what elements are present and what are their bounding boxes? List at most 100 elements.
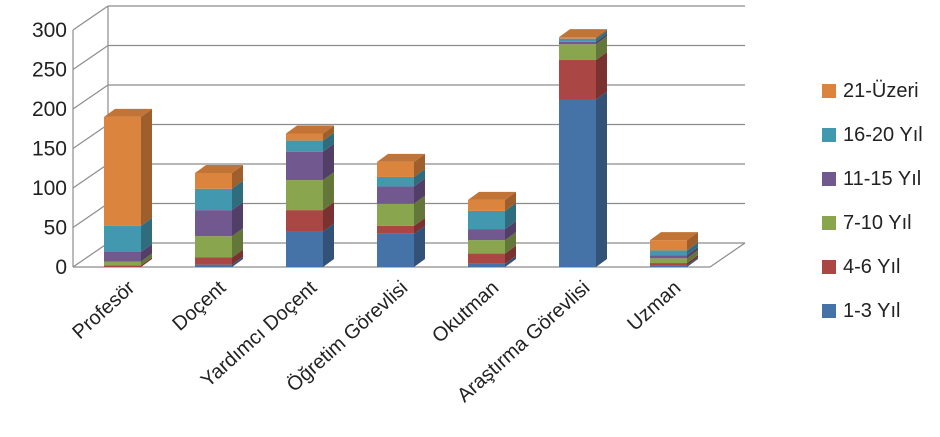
bar-segment (650, 240, 687, 251)
bar-segment (377, 203, 414, 226)
bar-segment (650, 265, 687, 267)
bar-segment-side (323, 132, 334, 152)
bar-segment (286, 151, 323, 181)
bar-segment (377, 186, 414, 204)
y-tick-label: 50 (44, 217, 67, 240)
bar-segment-side (141, 217, 152, 252)
bar-segment-side (141, 253, 152, 266)
legend-swatch (822, 84, 836, 98)
bar-segment-top (468, 191, 516, 200)
bar-segment-side (687, 242, 698, 256)
bar-segment (468, 199, 505, 211)
bar-segment (286, 231, 323, 267)
bar-segment-side (323, 202, 334, 232)
gridline-side (72, 5, 109, 31)
bar-segment-side (232, 180, 243, 211)
bar-segment (559, 41, 596, 45)
bar-segment-side (687, 247, 698, 259)
bar-segment-side (596, 52, 607, 100)
gridline-side (72, 124, 109, 149)
x-category-label: Profesör (68, 277, 139, 344)
bar-segment (650, 258, 687, 264)
bar-segment (104, 265, 141, 267)
bar-segment-side (596, 33, 607, 45)
bar-segment-side (505, 232, 516, 254)
legend-label: 21-Üzeri (843, 80, 919, 102)
bar-segment-side (232, 249, 243, 265)
bar-segment (195, 188, 232, 211)
legend-label: 4-6 Yıl (843, 256, 900, 278)
bar-segment-top (559, 29, 607, 38)
bar-segment-side (687, 257, 698, 267)
legend-swatch (822, 260, 836, 274)
bar-segment (650, 250, 687, 256)
bar-segment (286, 140, 323, 152)
bar-segment-side (232, 228, 243, 258)
bar-segment-side (596, 36, 607, 61)
legend-label: 7-10 Yıl (843, 212, 912, 234)
bar-segment-side (232, 202, 243, 237)
bar-segment (377, 233, 414, 267)
bar-segment-side (687, 250, 698, 264)
bar-segment-side (596, 30, 607, 42)
bar-segment (195, 264, 232, 267)
bar-segment-side (505, 191, 516, 211)
y-tick-label: 250 (32, 59, 67, 82)
legend-label: 1-3 Yıl (843, 300, 900, 322)
bar-segment-top (377, 153, 425, 162)
legend-swatch (822, 304, 836, 318)
legend-swatch (822, 172, 836, 186)
y-tick-label: 300 (32, 19, 67, 42)
bar-segment (650, 263, 687, 266)
bar-segment (468, 210, 505, 230)
bar-segment-side (505, 221, 516, 241)
bar-segment-side (505, 202, 516, 230)
bar-segment-side (323, 172, 334, 211)
bar-segment-side (323, 143, 334, 181)
bar-segment-side (323, 223, 334, 267)
bar-segment-side (141, 108, 152, 226)
bar-segment (559, 44, 596, 61)
bar-segment (377, 161, 414, 177)
y-tick-label: 100 (32, 177, 67, 200)
bar-segment (104, 225, 141, 252)
bar-segment (468, 253, 505, 264)
bar-segment (559, 60, 596, 100)
bar-segment-side (232, 164, 243, 189)
bar-segment-side (414, 178, 425, 204)
bar-segment (559, 99, 596, 268)
bar-segment (104, 251, 141, 262)
bar-segment (286, 133, 323, 141)
bar-segment-top (650, 232, 698, 241)
bar-segment (468, 240, 505, 254)
bar-segment-side (414, 225, 425, 267)
legend-swatch (822, 128, 836, 142)
bar-segment (195, 236, 232, 258)
bar-segment-side (141, 257, 152, 267)
bar-segment (377, 176, 414, 187)
bar-segment (286, 180, 323, 211)
bar-segment-side (596, 29, 607, 39)
gridline-side (72, 242, 109, 268)
legend-label: 16-20 Yıl (843, 124, 923, 146)
legend-swatch (822, 216, 836, 230)
x-category-label: Uzman (623, 277, 685, 336)
bar-segment (195, 257, 232, 265)
bar-segment-side (232, 256, 243, 267)
bar-segment-side (596, 91, 607, 268)
y-tick-label: 0 (55, 256, 67, 279)
bar-segment-side (323, 125, 334, 141)
gridline-side (72, 203, 109, 228)
bar-segment (377, 225, 414, 234)
gridline-side (72, 45, 109, 70)
bar-segment (195, 210, 232, 237)
bar-segment-side (141, 243, 152, 262)
bar-segment (104, 261, 141, 266)
bar-segment-side (505, 255, 516, 267)
x-category-label: Okutman (428, 277, 503, 348)
bar-segment-side (414, 168, 425, 187)
bar-segment-side (505, 245, 516, 264)
x-category-label: Doçent (168, 276, 230, 335)
bar-segment (650, 255, 687, 259)
